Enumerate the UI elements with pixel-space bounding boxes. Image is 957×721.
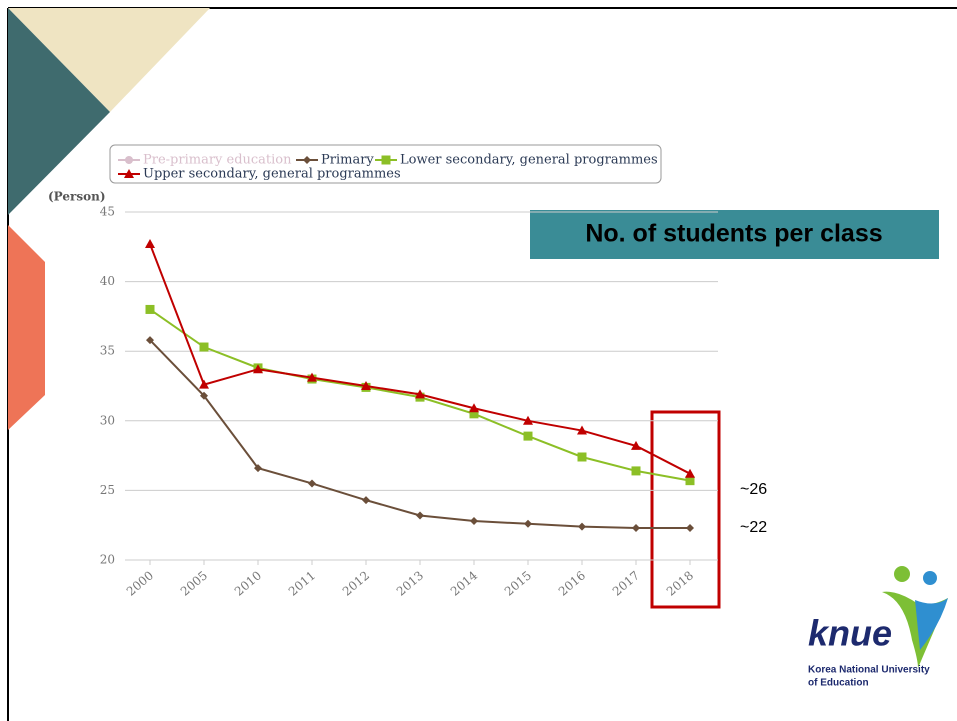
data-point xyxy=(686,523,694,532)
y-tick-label: 25 xyxy=(100,483,115,497)
logo-text: of Education xyxy=(808,678,869,689)
annotation: No. of students per class xyxy=(585,220,882,248)
data-point xyxy=(524,519,532,528)
highlight-box xyxy=(650,410,721,609)
y-tick-label: 30 xyxy=(100,413,115,427)
data-point xyxy=(577,452,587,462)
data-point xyxy=(416,511,424,520)
data-point xyxy=(199,342,209,352)
logo-shape xyxy=(923,571,937,585)
logo-mark: knue xyxy=(808,613,892,654)
data-point xyxy=(362,496,370,505)
logo-shape xyxy=(915,598,948,650)
logo-text: Korea National University xyxy=(808,665,930,676)
data-point xyxy=(307,372,317,382)
data-point xyxy=(577,425,587,435)
data-point xyxy=(631,440,641,450)
y-tick-label: 40 xyxy=(100,274,115,288)
y-tick-label: 20 xyxy=(100,553,115,567)
legend-label: Primary xyxy=(321,153,374,168)
data-point xyxy=(199,379,209,389)
legend-marker xyxy=(381,155,391,165)
deco-triangle xyxy=(8,8,210,112)
legend-label: Lower secondary, general programmes xyxy=(400,153,658,168)
y-tick-label: 45 xyxy=(100,205,115,219)
data-point xyxy=(145,239,155,249)
data-point xyxy=(469,403,479,413)
legend-label: Upper secondary, general programmes xyxy=(143,167,401,182)
data-point xyxy=(200,391,208,400)
legend-marker xyxy=(124,169,134,178)
data-point xyxy=(523,415,533,425)
data-point xyxy=(415,389,425,399)
data-point xyxy=(253,364,263,374)
y-axis-label: (Person) xyxy=(48,190,106,204)
data-point xyxy=(470,517,478,526)
data-point xyxy=(146,336,154,345)
data-point xyxy=(578,522,586,531)
annotation: ~26 xyxy=(740,481,767,498)
logo-shape xyxy=(894,566,910,582)
deco-shape xyxy=(8,225,45,430)
data-point xyxy=(685,476,695,486)
legend-label: Pre-primary education xyxy=(143,153,292,168)
data-point xyxy=(631,466,641,476)
data-point xyxy=(308,479,316,488)
data-point xyxy=(685,468,695,478)
deco-triangle xyxy=(8,8,110,215)
annotation-box xyxy=(530,210,939,259)
data-point xyxy=(632,523,640,532)
y-tick-label: 35 xyxy=(100,344,115,358)
legend-marker xyxy=(125,156,133,164)
annotation: ~22 xyxy=(740,519,767,536)
data-point xyxy=(523,431,533,441)
data-point xyxy=(469,409,479,419)
legend-marker xyxy=(303,156,311,164)
data-point xyxy=(254,464,262,473)
data-point xyxy=(361,381,371,390)
data-point xyxy=(145,304,155,314)
